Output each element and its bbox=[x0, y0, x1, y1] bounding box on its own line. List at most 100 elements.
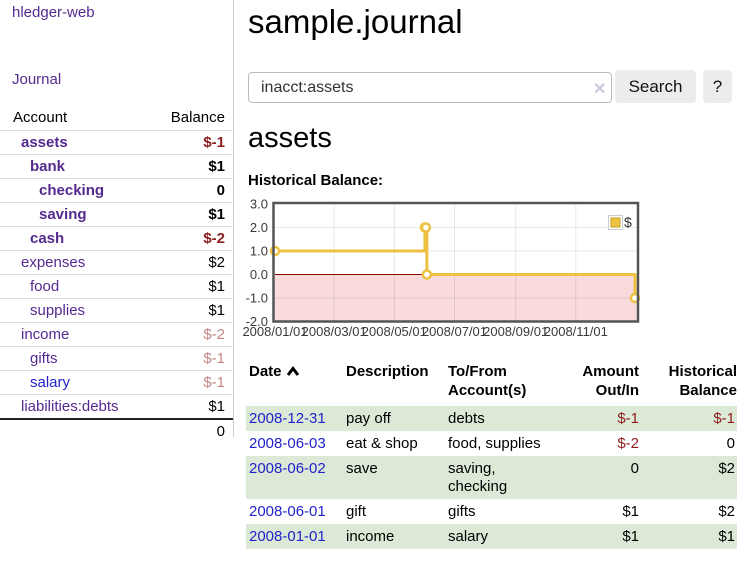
register-col-account: To/From Account(s) bbox=[448, 363, 527, 399]
chart-title: Historical Balance: bbox=[248, 172, 384, 189]
transaction-description: income bbox=[346, 528, 395, 545]
help-button[interactable]: ? bbox=[703, 70, 732, 103]
accounts-header-row: Account Balance bbox=[0, 106, 233, 131]
register-col-balance: Historical Balance bbox=[668, 363, 737, 399]
account-balance: $2 bbox=[152, 250, 233, 275]
transaction-accounts: salary bbox=[448, 528, 489, 545]
transaction-balance: $2 bbox=[718, 503, 735, 520]
transaction-date-link[interactable]: 2008-06-01 bbox=[249, 503, 326, 520]
search-input[interactable] bbox=[248, 72, 612, 103]
transaction-balance: $-1 bbox=[713, 410, 735, 427]
svg-text:2.0: 2.0 bbox=[250, 220, 268, 235]
svg-text:2008/09/01: 2008/09/01 bbox=[483, 324, 548, 339]
svg-text:1.0: 1.0 bbox=[250, 244, 268, 259]
register-row: 2008-06-02 save saving, checking 0 $2 bbox=[246, 456, 737, 499]
account-row-salary: salary $-1 bbox=[0, 370, 233, 395]
svg-text:3.0: 3.0 bbox=[250, 197, 268, 212]
account-row-checking: checking 0 bbox=[0, 178, 233, 203]
account-heading: assets bbox=[248, 122, 332, 154]
register-row: 2008-12-31 pay off debts $-1 $-1 bbox=[246, 406, 737, 431]
account-link-checking[interactable]: checking bbox=[39, 182, 105, 199]
account-balance: $-1 bbox=[152, 346, 233, 371]
account-row-expenses: expenses $2 bbox=[0, 250, 233, 275]
register-row: 2008-06-03 eat & shop food, supplies $-2… bbox=[246, 431, 737, 456]
account-balance: $-1 bbox=[152, 370, 233, 395]
transaction-accounts: food, supplies bbox=[448, 435, 541, 452]
account-row-assets: assets $-1 bbox=[0, 130, 233, 155]
account-row-income: income $-2 bbox=[0, 322, 233, 347]
account-row-supplies: supplies $1 bbox=[0, 298, 233, 323]
transaction-balance: $1 bbox=[718, 528, 735, 545]
svg-text:2008/11/01: 2008/11/01 bbox=[544, 324, 608, 339]
account-link-salary[interactable]: salary bbox=[30, 374, 71, 391]
account-balance: $1 bbox=[152, 274, 233, 299]
account-link-liabilities-debts[interactable]: liabilities:debts bbox=[21, 398, 119, 415]
search-button[interactable]: Search bbox=[615, 70, 696, 103]
sidebar-item-journal[interactable]: Journal bbox=[12, 71, 62, 88]
register-row: 2008-01-01 income salary $1 $1 bbox=[246, 524, 737, 549]
account-row-cash: cash $-2 bbox=[0, 226, 233, 251]
account-link-saving[interactable]: saving bbox=[39, 206, 87, 223]
transaction-amount: $1 bbox=[622, 503, 639, 520]
register-col-description: Description bbox=[346, 363, 429, 380]
transaction-date-link[interactable]: 2008-06-02 bbox=[249, 460, 326, 477]
sort-ascending-icon bbox=[286, 366, 299, 376]
account-balance: $-2 bbox=[152, 226, 233, 251]
transaction-balance: $2 bbox=[718, 460, 735, 477]
account-balance: $1 bbox=[152, 298, 233, 323]
register-table: Date Description To/From Account(s) Amou… bbox=[246, 358, 737, 549]
page-title: sample.journal bbox=[248, 3, 463, 40]
account-link-assets[interactable]: assets bbox=[21, 134, 68, 151]
clear-search-icon[interactable]: ✕ bbox=[593, 81, 607, 98]
account-balance: 0 bbox=[152, 178, 233, 203]
accounts-table: Account Balance assets $-1 bank $1 check… bbox=[0, 106, 233, 443]
transaction-description: eat & shop bbox=[346, 435, 418, 452]
account-link-expenses[interactable]: expenses bbox=[21, 254, 86, 271]
account-balance: $1 bbox=[152, 202, 233, 227]
account-row-bank: bank $1 bbox=[0, 154, 233, 179]
transaction-date-link[interactable]: 2008-01-01 bbox=[249, 528, 326, 545]
account-balance: $-2 bbox=[152, 322, 233, 347]
account-balance: $1 bbox=[152, 394, 233, 419]
transaction-amount: $-1 bbox=[617, 410, 639, 427]
transaction-date-link[interactable]: 2008-06-03 bbox=[249, 435, 326, 452]
transaction-description: save bbox=[346, 460, 378, 477]
transaction-amount: 0 bbox=[630, 460, 639, 477]
transaction-balance: 0 bbox=[726, 435, 735, 452]
account-balance: $-1 bbox=[152, 130, 233, 155]
account-row-gifts: gifts $-1 bbox=[0, 346, 233, 371]
svg-text:-2.0: -2.0 bbox=[246, 314, 268, 329]
transaction-description: pay off bbox=[346, 410, 391, 427]
svg-text:2008/03/01: 2008/03/01 bbox=[302, 324, 367, 339]
transaction-amount: $-2 bbox=[617, 435, 639, 452]
account-row-saving: saving $1 bbox=[0, 202, 233, 227]
accounts-col-balance: Balance bbox=[170, 109, 225, 126]
svg-text:-1.0: -1.0 bbox=[246, 291, 268, 306]
sidebar: hledger-web Journal Account Balance asse… bbox=[0, 0, 234, 443]
transaction-accounts: debts bbox=[448, 410, 485, 427]
account-link-supplies[interactable]: supplies bbox=[30, 302, 86, 319]
historical-balance-chart: $3.0 2.0 1.0 0.0 -1.0 -2.02008/01/012008/03/0… bbox=[242, 197, 641, 339]
account-balance: $1 bbox=[152, 154, 233, 179]
svg-text:2008/01/01: 2008/01/01 bbox=[242, 324, 307, 339]
accounts-total-row: 0 bbox=[0, 418, 233, 443]
account-link-income[interactable]: income bbox=[21, 326, 70, 343]
transaction-description: gift bbox=[346, 503, 367, 520]
register-col-date-label: Date bbox=[249, 363, 282, 380]
accounts-col-account: Account bbox=[13, 109, 68, 126]
svg-text:2008/07/01: 2008/07/01 bbox=[422, 324, 487, 339]
register-col-date[interactable]: Date bbox=[246, 358, 343, 406]
svg-text:$: $ bbox=[624, 214, 632, 230]
svg-text:2008/05/01: 2008/05/01 bbox=[362, 324, 427, 339]
transaction-accounts: gifts bbox=[448, 503, 476, 520]
transaction-accounts: saving, checking bbox=[448, 460, 508, 495]
svg-text:0.0: 0.0 bbox=[250, 267, 268, 282]
account-link-gifts[interactable]: gifts bbox=[30, 350, 58, 367]
transaction-amount: $1 bbox=[622, 528, 639, 545]
account-link-cash[interactable]: cash bbox=[30, 230, 65, 247]
account-link-food[interactable]: food bbox=[30, 278, 60, 295]
register-header-row: Date Description To/From Account(s) Amou… bbox=[246, 358, 737, 406]
account-link-bank[interactable]: bank bbox=[30, 158, 66, 175]
brand-link[interactable]: hledger-web bbox=[12, 4, 95, 21]
transaction-date-link[interactable]: 2008-12-31 bbox=[249, 410, 326, 427]
